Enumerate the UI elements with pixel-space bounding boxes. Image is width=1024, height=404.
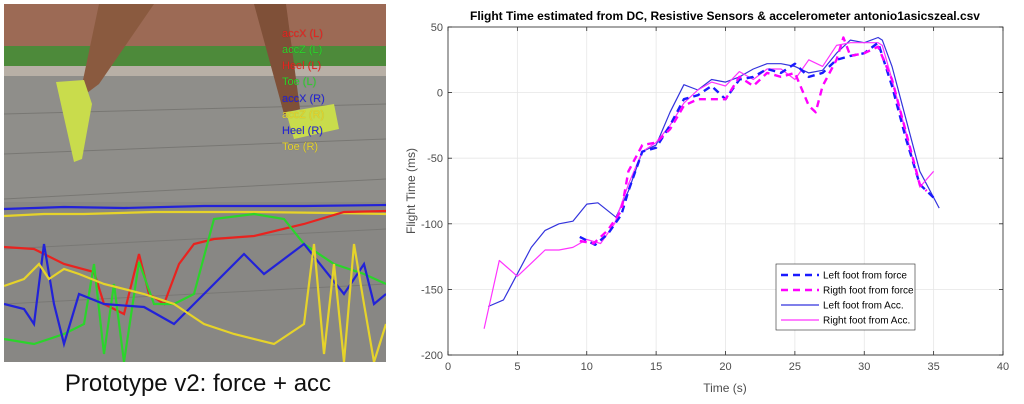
legend-label-accx-right: accX (R) [282, 93, 325, 105]
y-tick-label: -100 [421, 219, 443, 231]
legend-entry: Left foot from force [823, 271, 907, 282]
legend-label-heel-left: Heel (L) [282, 60, 322, 72]
y-axis-label: Flight Time (ms) [404, 148, 418, 234]
brick-wall [4, 4, 386, 46]
legend: Left foot from force Rigth foot from forc… [775, 263, 916, 331]
y-tick-label: -50 [427, 153, 443, 165]
series-line-right-foot-from-acc [483, 42, 935, 329]
photo-caption: Prototype v2: force + acc [64, 370, 332, 397]
plot-frame [447, 26, 1004, 356]
x-tick-label: 0 [445, 361, 451, 373]
legend-entry: Right foot from Acc. [823, 316, 910, 327]
x-tick-label: 20 [719, 361, 731, 373]
y-tick-label: -150 [421, 284, 443, 296]
sensor-signal-traces [4, 203, 386, 362]
trace-heel-r [4, 203, 386, 211]
x-tick-labels: 0 5 10 15 20 25 30 35 40 [445, 361, 1009, 373]
legend-label-accx-left: accX (L) [282, 28, 323, 40]
grid-lines [447, 26, 1004, 356]
left-leg [79, 4, 154, 99]
x-tick-label: 35 [928, 361, 940, 373]
right-shoe [286, 104, 339, 139]
video-frame-background [4, 4, 386, 362]
x-tick-label: 10 [581, 361, 593, 373]
grass-strip [4, 46, 386, 68]
right-leg [254, 4, 300, 114]
y-tick-label: -200 [421, 350, 443, 362]
x-tick-label: 5 [514, 361, 520, 373]
legend-label-heel-right: Heel (R) [282, 125, 323, 137]
x-tick-label: 40 [997, 361, 1009, 373]
legend-label-toe-left: Toe (L) [282, 76, 317, 88]
x-tick-label: 30 [858, 361, 870, 373]
legend-label-accz-left: accZ (L) [282, 44, 323, 56]
series-line-left-foot-from-acc [487, 36, 940, 308]
series-line-left-foot-from-force [579, 41, 935, 247]
x-axis-label: Time (s) [703, 381, 747, 395]
legend-entry: Left foot from Acc. [823, 301, 904, 312]
x-tick-label: 15 [650, 361, 662, 373]
curb [4, 66, 386, 76]
flight-time-chart: Flight Time estimated from DC, Resistive… [404, 9, 1009, 395]
series-lines [483, 36, 940, 329]
trace-accx-r [4, 242, 386, 349]
trace-toe-r [4, 210, 386, 218]
left-shoe [56, 80, 92, 162]
y-tick-labels: 50 0 -50 -100 -150 -200 [421, 22, 443, 362]
y-tick-label: 50 [431, 22, 443, 34]
y-tick-label: 0 [437, 88, 443, 100]
legend-label-accz-right: accZ (R) [282, 109, 325, 121]
series-line-rigth-foot-from-force [579, 36, 928, 245]
legend-entry: Rigth foot from force [823, 286, 914, 297]
chart-title: Flight Time estimated from DC, Resistive… [470, 9, 980, 23]
running-video-frame: accX (L) accZ (L) Heel (L) Toe (L) accX … [4, 4, 386, 362]
signal-overlay-area [4, 202, 386, 362]
legend-label-toe-right: Toe (R) [282, 141, 319, 153]
trace-accz-r [4, 243, 386, 362]
x-tick-label: 25 [789, 361, 801, 373]
